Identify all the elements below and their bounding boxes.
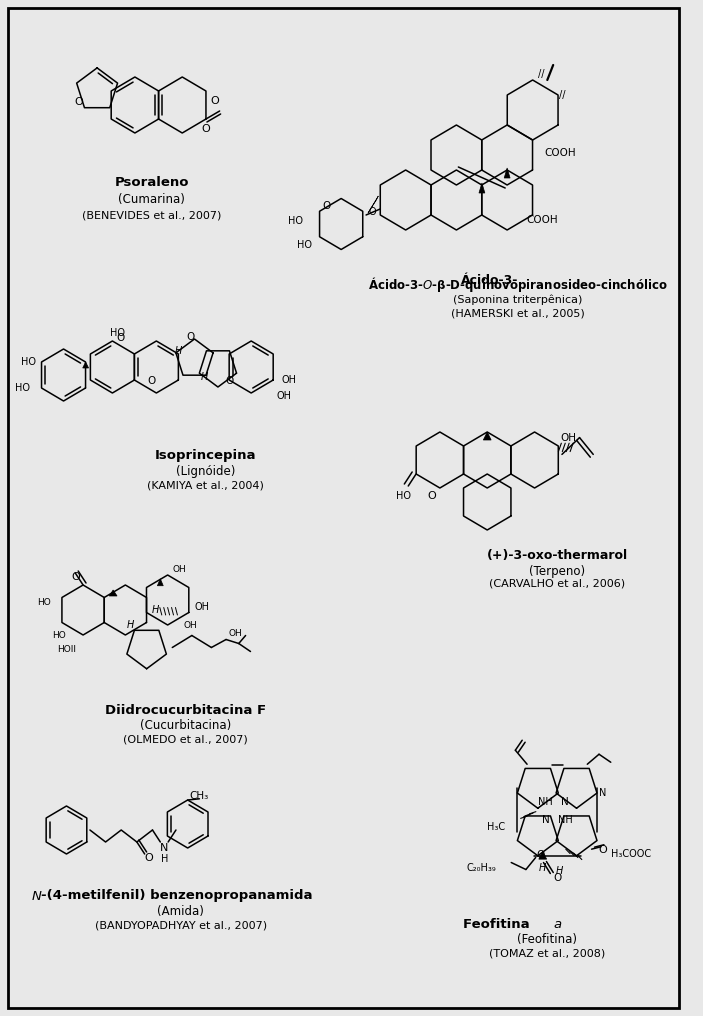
- Text: (Lignóide): (Lignóide): [176, 465, 235, 479]
- Polygon shape: [83, 362, 89, 368]
- Text: COOH: COOH: [527, 215, 558, 225]
- Text: (HAMERSKI et al., 2005): (HAMERSKI et al., 2005): [451, 309, 585, 319]
- Polygon shape: [368, 196, 378, 213]
- Text: (TOMAZ et al., 2008): (TOMAZ et al., 2008): [489, 949, 605, 959]
- Text: (Cumarina): (Cumarina): [118, 193, 185, 206]
- Text: $\mathit{N}$: $\mathit{N}$: [31, 889, 43, 902]
- Text: O: O: [536, 849, 545, 860]
- Text: H₃C: H₃C: [487, 822, 505, 832]
- Text: O: O: [598, 844, 607, 854]
- Text: Psoraleno: Psoraleno: [115, 177, 189, 190]
- Text: H: H: [152, 605, 159, 615]
- Text: NH: NH: [538, 797, 553, 807]
- Text: $\mathit{a}$: $\mathit{a}$: [553, 917, 562, 931]
- Text: O: O: [226, 376, 234, 386]
- Text: (Feofitina): (Feofitina): [517, 934, 577, 947]
- Polygon shape: [504, 168, 510, 178]
- Text: H: H: [539, 863, 546, 873]
- Text: O: O: [144, 853, 153, 863]
- Text: O: O: [116, 333, 124, 343]
- Text: HO: HO: [396, 492, 411, 502]
- Text: (OLMEDO et al., 2007): (OLMEDO et al., 2007): [123, 735, 248, 745]
- Text: (KAMIYA et al., 2004): (KAMIYA et al., 2004): [147, 481, 264, 491]
- Text: COOH: COOH: [544, 148, 576, 158]
- Text: (+)-3-oxo-thermarol: (+)-3-oxo-thermarol: [486, 550, 628, 563]
- Text: Isoprincepina: Isoprincepina: [155, 449, 256, 462]
- Text: CH₃: CH₃: [190, 791, 209, 802]
- Text: H₃COOC: H₃COOC: [611, 849, 651, 859]
- Polygon shape: [157, 579, 163, 586]
- Text: N: N: [541, 815, 549, 825]
- Text: Ácido-3-: Ácido-3-: [460, 273, 518, 287]
- Text: (Saponina triterpênica): (Saponina triterpênica): [453, 295, 583, 305]
- Text: HO: HO: [20, 357, 36, 367]
- Text: OH: OH: [276, 390, 292, 400]
- Text: HOll: HOll: [57, 645, 76, 654]
- Text: O: O: [553, 873, 561, 883]
- Text: (Amida): (Amida): [157, 905, 205, 918]
- Text: OH: OH: [194, 602, 209, 613]
- Text: N: N: [561, 797, 569, 807]
- Text: O: O: [147, 376, 155, 386]
- Text: HO: HO: [297, 240, 312, 250]
- Text: H: H: [160, 854, 168, 864]
- Text: (Cucurbitacina): (Cucurbitacina): [140, 719, 231, 733]
- Text: H: H: [200, 372, 208, 382]
- Text: OH: OH: [229, 629, 243, 638]
- Text: HO: HO: [37, 598, 51, 607]
- Text: H: H: [175, 346, 183, 356]
- Text: NH: NH: [557, 815, 572, 825]
- Text: O: O: [427, 492, 436, 502]
- Text: OH: OH: [282, 375, 297, 385]
- Text: //: //: [559, 90, 565, 100]
- Text: O: O: [72, 572, 80, 582]
- Text: O: O: [211, 96, 219, 106]
- Text: Feofitina: Feofitina: [463, 917, 534, 931]
- Polygon shape: [538, 851, 547, 860]
- Text: (BANDYOPADHYAY et al., 2007): (BANDYOPADHYAY et al., 2007): [95, 920, 267, 931]
- Text: H: H: [127, 620, 134, 630]
- Text: HO: HO: [15, 383, 30, 393]
- Text: HO: HO: [110, 328, 125, 338]
- Text: O: O: [323, 201, 330, 211]
- Text: HO: HO: [52, 631, 66, 639]
- Polygon shape: [484, 432, 491, 440]
- Polygon shape: [479, 183, 485, 193]
- Text: O: O: [75, 97, 83, 107]
- Text: (BENEVIDES et al., 2007): (BENEVIDES et al., 2007): [82, 210, 221, 220]
- Text: N: N: [160, 843, 169, 853]
- Text: O: O: [368, 207, 376, 217]
- Polygon shape: [109, 590, 117, 596]
- Text: OH: OH: [173, 566, 187, 574]
- Text: (Terpeno): (Terpeno): [529, 565, 586, 577]
- Text: N: N: [599, 787, 607, 798]
- Text: OH: OH: [183, 621, 197, 630]
- Text: H: H: [555, 866, 563, 876]
- Text: O: O: [202, 124, 210, 134]
- Text: C₂₀H₃₉: C₂₀H₃₉: [467, 863, 496, 873]
- Text: O: O: [186, 332, 195, 342]
- Text: OH: OH: [560, 433, 576, 443]
- Text: Ácido-3-$\mathit{O}$-β-D-quinovopiranosideo-cinchólico: Ácido-3-$\mathit{O}$-β-D-quinovopiranosi…: [368, 275, 668, 295]
- Text: //: //: [538, 69, 545, 79]
- Text: -(4-metilfenil) benzenopropanamida: -(4-metilfenil) benzenopropanamida: [41, 889, 313, 902]
- Text: Diidrocucurbitacina F: Diidrocucurbitacina F: [105, 703, 266, 716]
- Text: HO: HO: [288, 216, 303, 226]
- Text: (CARVALHO et al., 2006): (CARVALHO et al., 2006): [489, 579, 625, 589]
